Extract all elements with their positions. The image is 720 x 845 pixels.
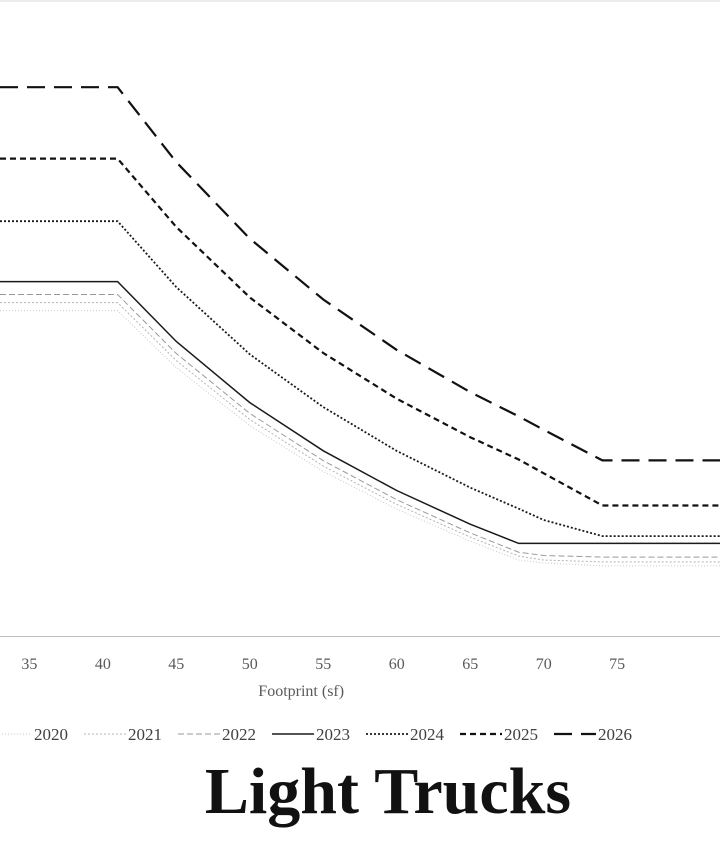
legend-label-2022: 2022 xyxy=(222,725,256,744)
series-line-2021 xyxy=(0,302,720,563)
x-tick-label: 40 xyxy=(95,656,111,673)
x-tick-label: 75 xyxy=(609,656,625,673)
x-tick-labels: 35 40 45 50 55 60 65 70 75 xyxy=(21,656,625,673)
x-tick-label: 70 xyxy=(536,656,552,673)
legend-label-2023: 2023 xyxy=(316,725,350,744)
series-line-2023 xyxy=(0,280,720,545)
x-axis-title: Footprint (sf) xyxy=(258,683,344,700)
series-line-2025 xyxy=(0,157,720,507)
legend-label-2024: 2024 xyxy=(410,725,445,744)
legend-label-2026: 2026 xyxy=(598,725,632,744)
legend-label-2025: 2025 xyxy=(504,725,538,744)
x-tick-label: 65 xyxy=(462,656,478,673)
x-tick-label: 35 xyxy=(21,656,37,673)
x-tick-label: 60 xyxy=(389,656,405,673)
series-line-2022 xyxy=(0,294,720,558)
series-line-2020 xyxy=(0,310,720,567)
chart-title: Light Trucks xyxy=(204,755,572,828)
plot-series xyxy=(0,86,720,567)
series-line-2024 xyxy=(0,220,720,537)
legend: 2020 2021 2022 2023 2024 2025 2026 xyxy=(0,725,632,744)
x-tick-label: 55 xyxy=(315,656,331,673)
series-line-2026 xyxy=(0,86,720,462)
x-tick-label: 50 xyxy=(242,656,258,673)
x-tick-label: 45 xyxy=(168,656,184,673)
legend-label-2020: 2020 xyxy=(34,725,68,744)
footprint-chart: 35 40 45 50 55 60 65 70 75 Footprint (sf) 2020 20… xyxy=(0,0,720,744)
legend-label-2021: 2021 xyxy=(128,725,162,744)
